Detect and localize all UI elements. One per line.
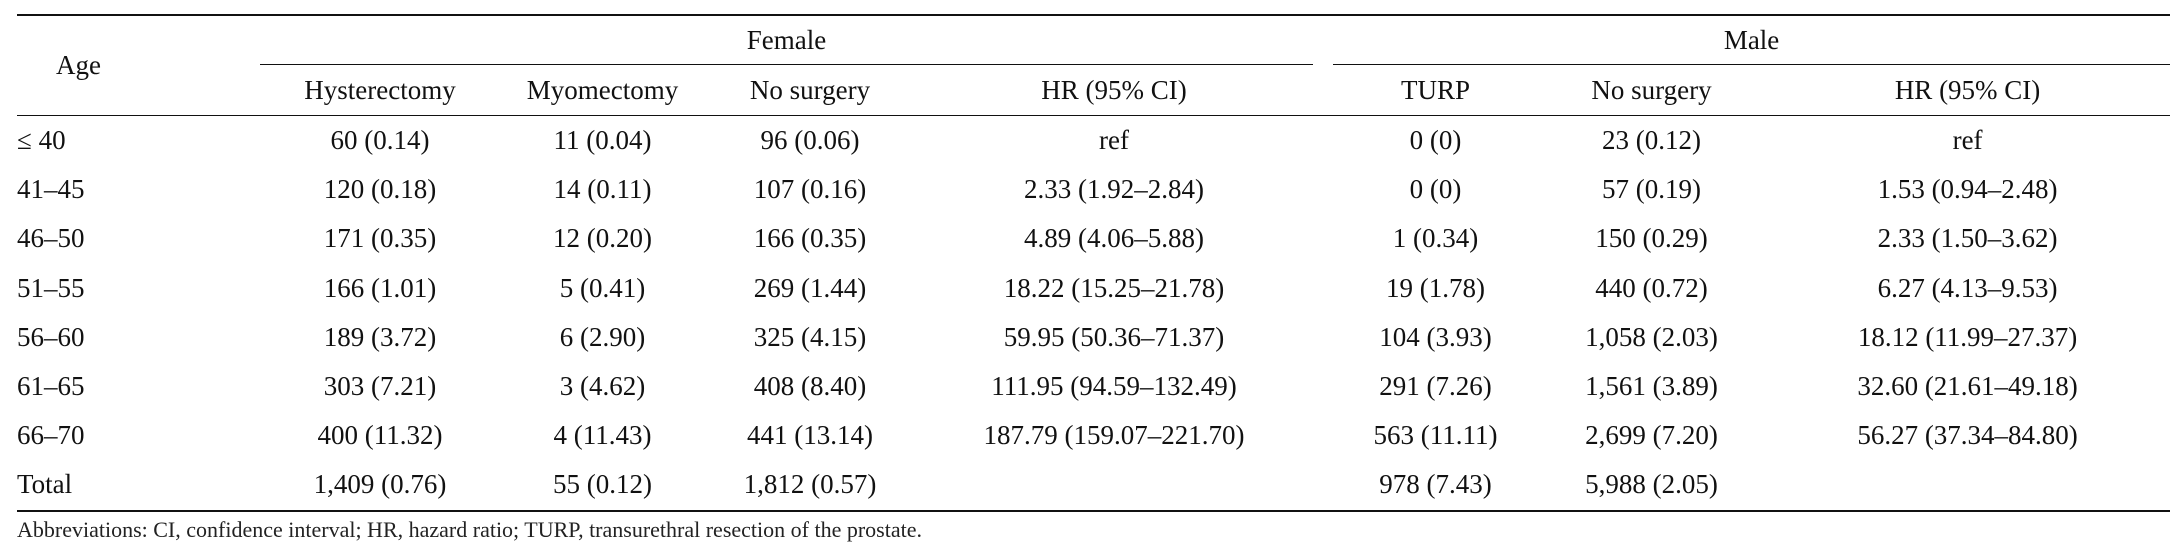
age-cell: 66–70 bbox=[17, 420, 85, 451]
female-no-surgery-cell: 96 (0.06) bbox=[760, 125, 860, 156]
col-header-myomectomy: Myomectomy bbox=[526, 74, 679, 105]
myomectomy-cell: 5 (0.41) bbox=[559, 272, 646, 303]
female-no-surgery-cell: 1,812 (0.57) bbox=[743, 469, 877, 500]
age-cell: 56–60 bbox=[17, 321, 85, 352]
myomectomy-cell: 3 (4.62) bbox=[559, 371, 646, 402]
age-cell: 46–50 bbox=[17, 223, 85, 254]
turp-cell: 0 (0) bbox=[1409, 174, 1462, 205]
age-cell: ≤ 40 bbox=[17, 125, 66, 156]
turp-cell: 978 (7.43) bbox=[1379, 469, 1492, 500]
male-no-surgery-cell: 440 (0.72) bbox=[1595, 272, 1708, 303]
row-gap bbox=[1313, 313, 1333, 362]
male-no-surgery-cell: 2,699 (7.20) bbox=[1585, 420, 1718, 451]
male-no-surgery-cell: 150 (0.29) bbox=[1595, 223, 1708, 254]
female-hr-cell: 2.33 (1.92–2.84) bbox=[1024, 174, 1205, 205]
female-no-surgery-cell: 166 (0.35) bbox=[753, 223, 867, 254]
results-table: Age Female Male Hysterectomy Myomectomy … bbox=[17, 14, 2171, 512]
female-hr-cell bbox=[915, 460, 1313, 510]
age-header: Age bbox=[17, 15, 260, 116]
age-cell: 51–55 bbox=[17, 272, 85, 303]
myomectomy-cell: 55 (0.12) bbox=[553, 469, 652, 500]
header-group-row: Age Female Male bbox=[17, 15, 2171, 80]
turp-cell: 1 (0.34) bbox=[1392, 223, 1479, 254]
table-row: 46–50 171 (0.35) 12 (0.20) 166 (0.35) 4.89 (… bbox=[17, 214, 2170, 263]
table-row: 56–60 189 (3.72) 6 (2.90) 325 (4.15) 59.95 (… bbox=[17, 313, 2170, 362]
male-hr-cell: 2.33 (1.50–3.62) bbox=[1877, 223, 2058, 254]
male-hr-cell: 32.60 (21.61–49.18) bbox=[1857, 371, 2078, 402]
male-no-surgery-cell: 1,561 (3.89) bbox=[1585, 371, 1718, 402]
row-gap bbox=[1313, 165, 1333, 214]
header-gap bbox=[1313, 65, 1333, 116]
myomectomy-cell: 12 (0.20) bbox=[553, 223, 652, 254]
table-row: 66–70 400 (11.32) 4 (11.43) 441 (13.14) 187.… bbox=[17, 411, 2170, 460]
row-gap bbox=[1313, 460, 1333, 510]
male-no-surgery-cell: 5,988 (2.05) bbox=[1585, 469, 1718, 500]
col-header-hysterectomy: Hysterectomy bbox=[304, 74, 456, 105]
male-hr-cell: ref bbox=[1952, 125, 1983, 156]
male-hr-cell: 1.53 (0.94–2.48) bbox=[1877, 174, 2058, 205]
table-row: Total 1,409 (0.76) 55 (0.12) 1,812 (0.57) 97… bbox=[17, 460, 2171, 511]
col-header-male-hr: HR (95% CI) bbox=[1894, 74, 2041, 105]
age-cell: 61–65 bbox=[17, 371, 85, 402]
table-row: 51–55 166 (1.01) 5 (0.41) 269 (1.44) 18.22 (… bbox=[17, 264, 2170, 313]
female-hr-cell: 4.89 (4.06–5.88) bbox=[1024, 223, 1205, 254]
male-no-surgery-cell: 1,058 (2.03) bbox=[1585, 321, 1718, 352]
table-row: 61–65 303 (7.21) 3 (4.62) 408 (8.40) 111.95 … bbox=[17, 362, 2170, 411]
row-gap bbox=[1313, 264, 1333, 313]
female-hr-cell: 18.22 (15.25–21.78) bbox=[1003, 272, 1225, 303]
female-no-surgery-cell: 325 (4.15) bbox=[753, 321, 867, 352]
male-hr-cell: 18.12 (11.99–27.37) bbox=[1857, 321, 2078, 352]
col-header-turp: TURP bbox=[1401, 74, 1471, 105]
hysterectomy-cell: 303 (7.21) bbox=[323, 371, 437, 402]
male-group-header: Male bbox=[1333, 15, 2171, 65]
footnote: Abbreviations: CI, confidence interval; … bbox=[17, 517, 922, 542]
female-no-surgery-cell: 107 (0.16) bbox=[753, 174, 867, 205]
male-hr-cell bbox=[1765, 460, 2170, 510]
female-hr-cell: 187.79 (159.07–221.70) bbox=[983, 420, 1245, 451]
row-gap bbox=[1313, 362, 1333, 411]
group-gap bbox=[1313, 15, 1333, 65]
turp-cell: 104 (3.93) bbox=[1379, 321, 1492, 352]
hysterectomy-cell: 120 (0.18) bbox=[323, 174, 437, 205]
turp-cell: 291 (7.26) bbox=[1379, 371, 1492, 402]
male-hr-cell: 6.27 (4.13–9.53) bbox=[1877, 272, 2058, 303]
female-no-surgery-cell: 408 (8.40) bbox=[753, 371, 867, 402]
myomectomy-cell: 14 (0.11) bbox=[553, 174, 652, 205]
myomectomy-cell: 6 (2.90) bbox=[559, 321, 646, 352]
hysterectomy-cell: 189 (3.72) bbox=[323, 321, 437, 352]
myomectomy-cell: 4 (11.43) bbox=[553, 420, 652, 451]
turp-cell: 19 (1.78) bbox=[1386, 272, 1486, 303]
female-group-header: Female bbox=[260, 15, 1314, 65]
turp-cell: 0 (0) bbox=[1409, 125, 1462, 156]
col-header-male-no-surgery: No surgery bbox=[1591, 74, 1712, 105]
female-no-surgery-cell: 441 (13.14) bbox=[747, 420, 873, 451]
female-hr-cell: ref bbox=[1099, 125, 1129, 156]
age-cell: Total bbox=[17, 469, 73, 500]
female-hr-cell: 59.95 (50.36–71.37) bbox=[1003, 321, 1225, 352]
female-hr-cell: 111.95 (94.59–132.49) bbox=[991, 371, 1237, 402]
age-header-label: Age bbox=[56, 50, 101, 80]
table-row: ≤ 40 60 (0.14) 11 (0.04) 96 (0.06) ref 0 (0) 2… bbox=[17, 116, 2170, 166]
results-table-container: Age Female Male Hysterectomy Myomectomy … bbox=[17, 14, 2171, 512]
col-header-female-no-surgery: No surgery bbox=[749, 74, 871, 105]
male-no-surgery-cell: 23 (0.12) bbox=[1602, 125, 1702, 156]
hysterectomy-cell: 1,409 (0.76) bbox=[313, 469, 447, 500]
male-no-surgery-cell: 57 (0.19) bbox=[1602, 174, 1702, 205]
turp-cell: 563 (11.11) bbox=[1373, 420, 1498, 451]
hysterectomy-cell: 60 (0.14) bbox=[330, 125, 430, 156]
row-gap bbox=[1313, 411, 1333, 460]
myomectomy-cell: 11 (0.04) bbox=[553, 125, 652, 156]
row-gap bbox=[1313, 214, 1333, 263]
hysterectomy-cell: 171 (0.35) bbox=[323, 223, 437, 254]
female-no-surgery-cell: 269 (1.44) bbox=[753, 272, 867, 303]
age-cell: 41–45 bbox=[17, 174, 85, 205]
hysterectomy-cell: 166 (1.01) bbox=[323, 272, 437, 303]
hysterectomy-cell: 400 (11.32) bbox=[317, 420, 443, 451]
row-gap bbox=[1313, 116, 1333, 166]
table-row: 41–45 120 (0.18) 14 (0.11) 107 (0.16) 2.33 (… bbox=[17, 165, 2170, 214]
col-header-female-hr: HR (95% CI) bbox=[1041, 74, 1187, 105]
header-columns-row: Hysterectomy Myomectomy No surgery HR (9… bbox=[17, 65, 2171, 116]
table-body: ≤ 40 60 (0.14) 11 (0.04) 96 (0.06) ref 0 (0) 2… bbox=[17, 116, 2171, 511]
male-hr-cell: 56.27 (37.34–84.80) bbox=[1857, 420, 2078, 451]
